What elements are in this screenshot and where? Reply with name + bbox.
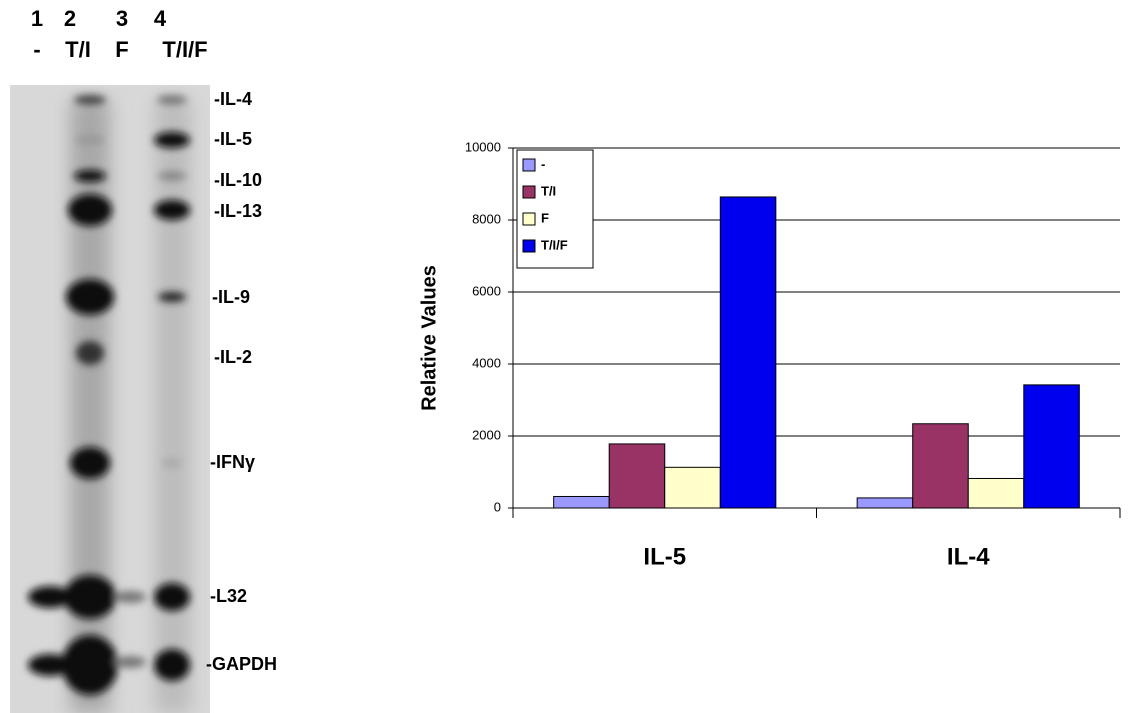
- legend-swatch: [523, 213, 535, 225]
- legend-label: -: [541, 156, 545, 171]
- legend-swatch: [523, 240, 535, 252]
- lane-number: 1: [31, 6, 43, 31]
- band-label: -L32: [210, 586, 247, 606]
- band-label: -IL-2: [214, 347, 252, 367]
- band-label: -GAPDH: [206, 654, 277, 674]
- x-tick-label: IL-5: [643, 543, 686, 570]
- y-tick-label: 6000: [472, 283, 501, 298]
- lane-treatment: T/I: [65, 37, 91, 62]
- y-axis-label: Relative Values: [418, 265, 440, 411]
- legend-label: T/I/F: [541, 237, 568, 252]
- y-tick-label: 0: [494, 499, 501, 514]
- lane-number: 4: [154, 6, 167, 31]
- legend-swatch: [523, 186, 535, 198]
- bar: [913, 424, 969, 508]
- figure: 1-2T/I3F4T/I/F-IL-4-IL-5-IL-10-IL-13-IL-…: [0, 0, 1138, 713]
- band-label: -IL-5: [214, 129, 252, 149]
- legend-label: T/I: [541, 183, 556, 198]
- band-label: -IFNγ: [210, 452, 255, 472]
- y-tick-label: 10000: [465, 139, 501, 154]
- band-label: -IL-13: [214, 201, 262, 221]
- bar: [857, 498, 913, 508]
- legend-swatch: [523, 159, 535, 171]
- x-tick-label: IL-4: [947, 543, 990, 570]
- band-label: -IL-10: [214, 170, 262, 190]
- gel-image: [10, 85, 210, 713]
- lane-treatment: T/I/F: [162, 37, 207, 62]
- bar: [1024, 385, 1080, 508]
- band-label: -IL-4: [214, 89, 252, 109]
- lane-treatment: F: [115, 37, 128, 62]
- bar: [609, 444, 665, 508]
- legend-label: F: [541, 210, 549, 225]
- y-tick-label: 2000: [472, 427, 501, 442]
- y-tick-label: 4000: [472, 355, 501, 370]
- bar: [554, 496, 610, 508]
- lane-number: 3: [116, 6, 128, 31]
- lane-number: 2: [64, 6, 76, 31]
- bar: [968, 478, 1024, 508]
- y-tick-label: 8000: [472, 211, 501, 226]
- lane-treatment: -: [33, 37, 40, 62]
- bar: [720, 197, 776, 508]
- bar: [665, 467, 721, 508]
- band-label: -IL-9: [212, 287, 250, 307]
